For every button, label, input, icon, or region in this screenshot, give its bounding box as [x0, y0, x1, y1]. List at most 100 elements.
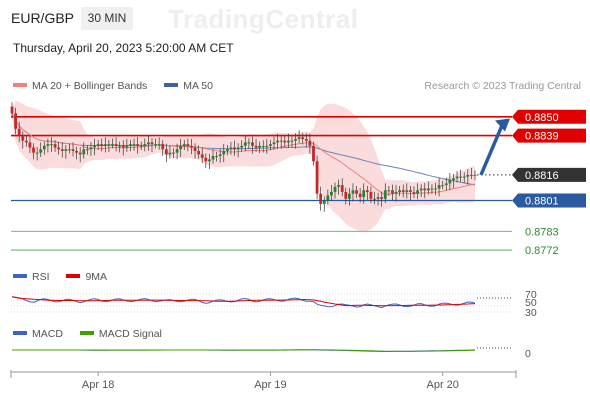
candle-body [423, 188, 427, 191]
macd-zero-label: 0 [525, 348, 531, 360]
candle-body [294, 139, 297, 141]
candle-body [408, 190, 412, 192]
legend-ma50-label: MA 50 [183, 80, 213, 92]
candle-body [129, 144, 132, 146]
candle-body [186, 144, 190, 146]
candle-body [236, 147, 240, 150]
level-label-0.8850: 0.8850 [525, 112, 559, 124]
candle-body [136, 144, 140, 146]
candles [10, 102, 477, 212]
candle-body [308, 140, 312, 146]
macd-signal-line [12, 349, 475, 352]
candle-body [208, 159, 211, 162]
ma20-line [11, 113, 476, 195]
legend-ma20-label: MA 20 + Bollinger Bands [32, 80, 148, 92]
rsi-level-30: 30 [525, 307, 537, 319]
candle-body [71, 149, 75, 151]
forecast-arrow-shaft [479, 124, 504, 176]
candle-body [107, 144, 111, 146]
candle-body [164, 149, 168, 155]
candle-body [444, 183, 448, 186]
candle-body [419, 188, 423, 191]
candle-body [157, 144, 161, 146]
candle-body [14, 113, 17, 129]
candle-body [103, 144, 107, 146]
candle-body [50, 144, 53, 146]
legend-macd: MACD [13, 328, 63, 340]
candle-body [355, 190, 358, 194]
forecast-arrow-head [495, 118, 510, 132]
candle-body [222, 150, 226, 155]
candle-body [416, 190, 419, 194]
candle-body [68, 149, 71, 151]
level-tag-resistance [512, 109, 586, 124]
candle-body [100, 144, 104, 146]
price-legend: MA 20 + Bollinger Bands MA 50 [13, 80, 227, 92]
candle-body [118, 145, 122, 147]
watermark: TradingCentral [168, 4, 359, 34]
candle-body [150, 142, 154, 145]
candle-body [369, 191, 373, 199]
candle-body [358, 193, 362, 198]
level-label-0.8772: 0.8772 [525, 245, 559, 257]
candle-body [85, 149, 89, 151]
candle-body [125, 145, 129, 148]
candle-body [190, 145, 193, 148]
candle-body [96, 144, 100, 146]
macd-swatch [13, 331, 27, 336]
candle-body [391, 190, 394, 194]
candle-body [229, 147, 233, 150]
candle-body [304, 139, 308, 141]
candle-body [448, 180, 452, 184]
candle-body [179, 145, 183, 150]
candle-body [64, 149, 68, 151]
candle-body [441, 185, 445, 187]
candle-body [143, 144, 147, 146]
candle-body [286, 140, 290, 143]
candle-body [111, 144, 114, 146]
candle-body [337, 185, 341, 187]
candle-body [57, 147, 61, 150]
candle-body [473, 174, 477, 176]
candle-body [401, 190, 405, 192]
candle-body [394, 191, 398, 194]
candle-body [315, 161, 319, 194]
candle-body [82, 149, 86, 155]
candle-body [279, 140, 283, 142]
candle-body [265, 145, 269, 147]
candle-body [322, 200, 326, 204]
candle-body [121, 145, 125, 148]
candle-body [462, 176, 466, 178]
candle-body [78, 152, 82, 155]
level-label-0.8783: 0.8783 [525, 226, 559, 238]
candle-body [297, 137, 301, 139]
candle-body [455, 176, 459, 179]
ma9-swatch [66, 274, 81, 279]
candle-body [258, 145, 262, 148]
candle-body [60, 149, 64, 151]
candle-body [301, 137, 305, 139]
legend-9ma: 9MA [66, 271, 107, 283]
bollinger-band [12, 100, 475, 232]
candle-body [243, 142, 247, 146]
candle-body [204, 157, 208, 162]
candle-body [197, 150, 201, 155]
candle-body [89, 147, 93, 150]
candle-body [218, 154, 222, 157]
legend-ma50: MA 50 [164, 80, 213, 92]
level-tag-pivot [512, 193, 586, 208]
candle-body [35, 152, 39, 154]
candle-body [247, 142, 251, 144]
candle-body [211, 156, 215, 160]
level-label-0.8816: 0.8816 [525, 170, 559, 182]
legend-9ma-label: 9MA [85, 271, 108, 283]
candle-body [240, 145, 244, 148]
chart-datetime: Thursday, April 20, 2023 5:20:00 AM CET [13, 41, 234, 55]
candle-body [42, 145, 46, 150]
x-tick-label-Apr-18: Apr 18 [82, 379, 114, 391]
timeframe-button[interactable]: 30 MIN [81, 7, 133, 30]
candle-body [21, 135, 25, 141]
candle-body [168, 152, 172, 155]
candle-body [200, 154, 204, 158]
